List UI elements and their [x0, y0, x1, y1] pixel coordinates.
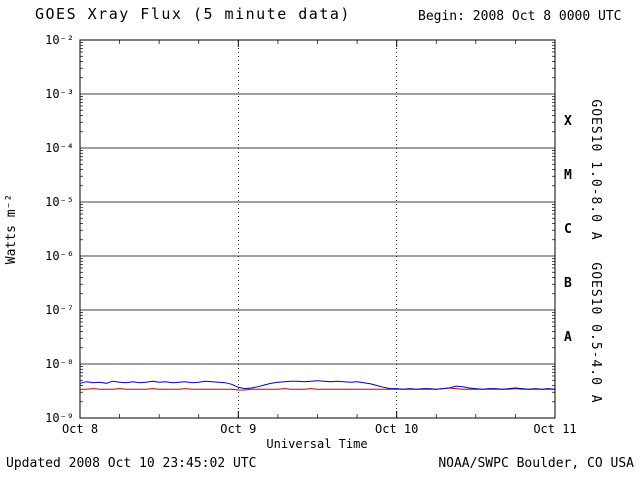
y-tick-label: 10⁻⁸ — [45, 357, 74, 371]
x-tick-label: Oct 10 — [375, 422, 418, 436]
grid-layer — [79, 39, 556, 419]
series-layer — [79, 380, 556, 391]
flare-class-letter: B — [564, 276, 572, 291]
y-axis-label: Watts m⁻² — [4, 194, 19, 264]
y-tick-label: 10⁻⁵ — [45, 195, 74, 209]
y-tick-label: 10⁻⁴ — [45, 141, 74, 155]
legend-goes10-short-channel: GOES10 0.5-4.0 A — [588, 262, 603, 403]
plot-border — [79, 39, 556, 419]
flare-class-letter: M — [564, 168, 572, 183]
y-tick-label: 10⁻⁶ — [45, 249, 74, 263]
x-tick-label: Oct 8 — [62, 422, 98, 436]
chart-title: GOES Xray Flux (5 minute data) — [35, 5, 351, 23]
flare-class-letter: X — [564, 114, 572, 129]
begin-label: Begin: 2008 Oct 8 0000 UTC — [418, 9, 622, 24]
y-tick-label: 10⁻⁷ — [45, 303, 74, 317]
flare-class-letter: A — [564, 330, 572, 345]
flare-class-letter: C — [564, 222, 572, 237]
legend-goes10-long-channel: GOES10 1.0-8.0 A — [588, 99, 603, 240]
y-tick-label: 10⁻⁹ — [45, 411, 74, 425]
series-line-1 — [79, 380, 556, 390]
x-axis-label: Universal Time — [266, 437, 367, 451]
series-line-0 — [80, 387, 555, 391]
y-tick-label: 10⁻² — [45, 33, 74, 47]
x-tick-label: Oct 11 — [533, 422, 576, 436]
y-tick-label: 10⁻³ — [45, 87, 74, 101]
footer-source-credit: NOAA/SWPC Boulder, CO USA — [438, 456, 634, 471]
x-tick-label: Oct 9 — [220, 422, 256, 436]
footer-updated-timestamp: Updated 2008 Oct 10 23:45:02 UTC — [6, 456, 256, 471]
